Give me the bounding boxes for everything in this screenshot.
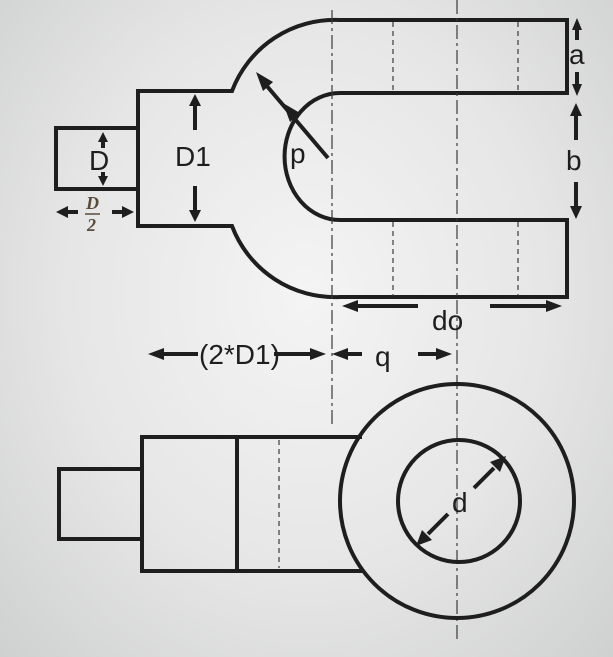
fork-body-plan	[140, 435, 362, 573]
dimension-D: D	[89, 132, 109, 186]
label-2xD1: (2*D1)	[199, 339, 280, 370]
dimension-q: q	[332, 341, 452, 372]
dimension-p: p	[256, 72, 330, 169]
plan-view	[57, 382, 576, 620]
dimension-do: do	[342, 300, 562, 336]
label-d: d	[452, 487, 468, 518]
pin-hole-circle	[396, 438, 522, 564]
label-a: a	[569, 39, 585, 70]
dimension-b: b	[566, 103, 582, 219]
label-half-D-numerator: D	[85, 193, 99, 213]
fork-outer-outline	[136, 17, 569, 300]
front-view	[54, 17, 569, 300]
label-p: p	[290, 138, 306, 169]
dimension-D1: D1	[175, 94, 211, 222]
dimension-2xD1: (2*D1)	[148, 339, 326, 370]
eye-outer-circle	[338, 382, 576, 620]
label-D1: D1	[175, 141, 211, 172]
rod-stub-plan	[57, 467, 144, 541]
label-half-D-denominator: 2	[86, 215, 96, 235]
label-q: q	[375, 341, 391, 372]
dimension-a: a	[569, 18, 585, 96]
label-b: b	[566, 145, 582, 176]
dimension-half-D: D 2	[56, 193, 134, 235]
label-D: D	[89, 145, 109, 176]
dimension-d: d	[416, 456, 506, 546]
label-do: do	[432, 305, 463, 336]
